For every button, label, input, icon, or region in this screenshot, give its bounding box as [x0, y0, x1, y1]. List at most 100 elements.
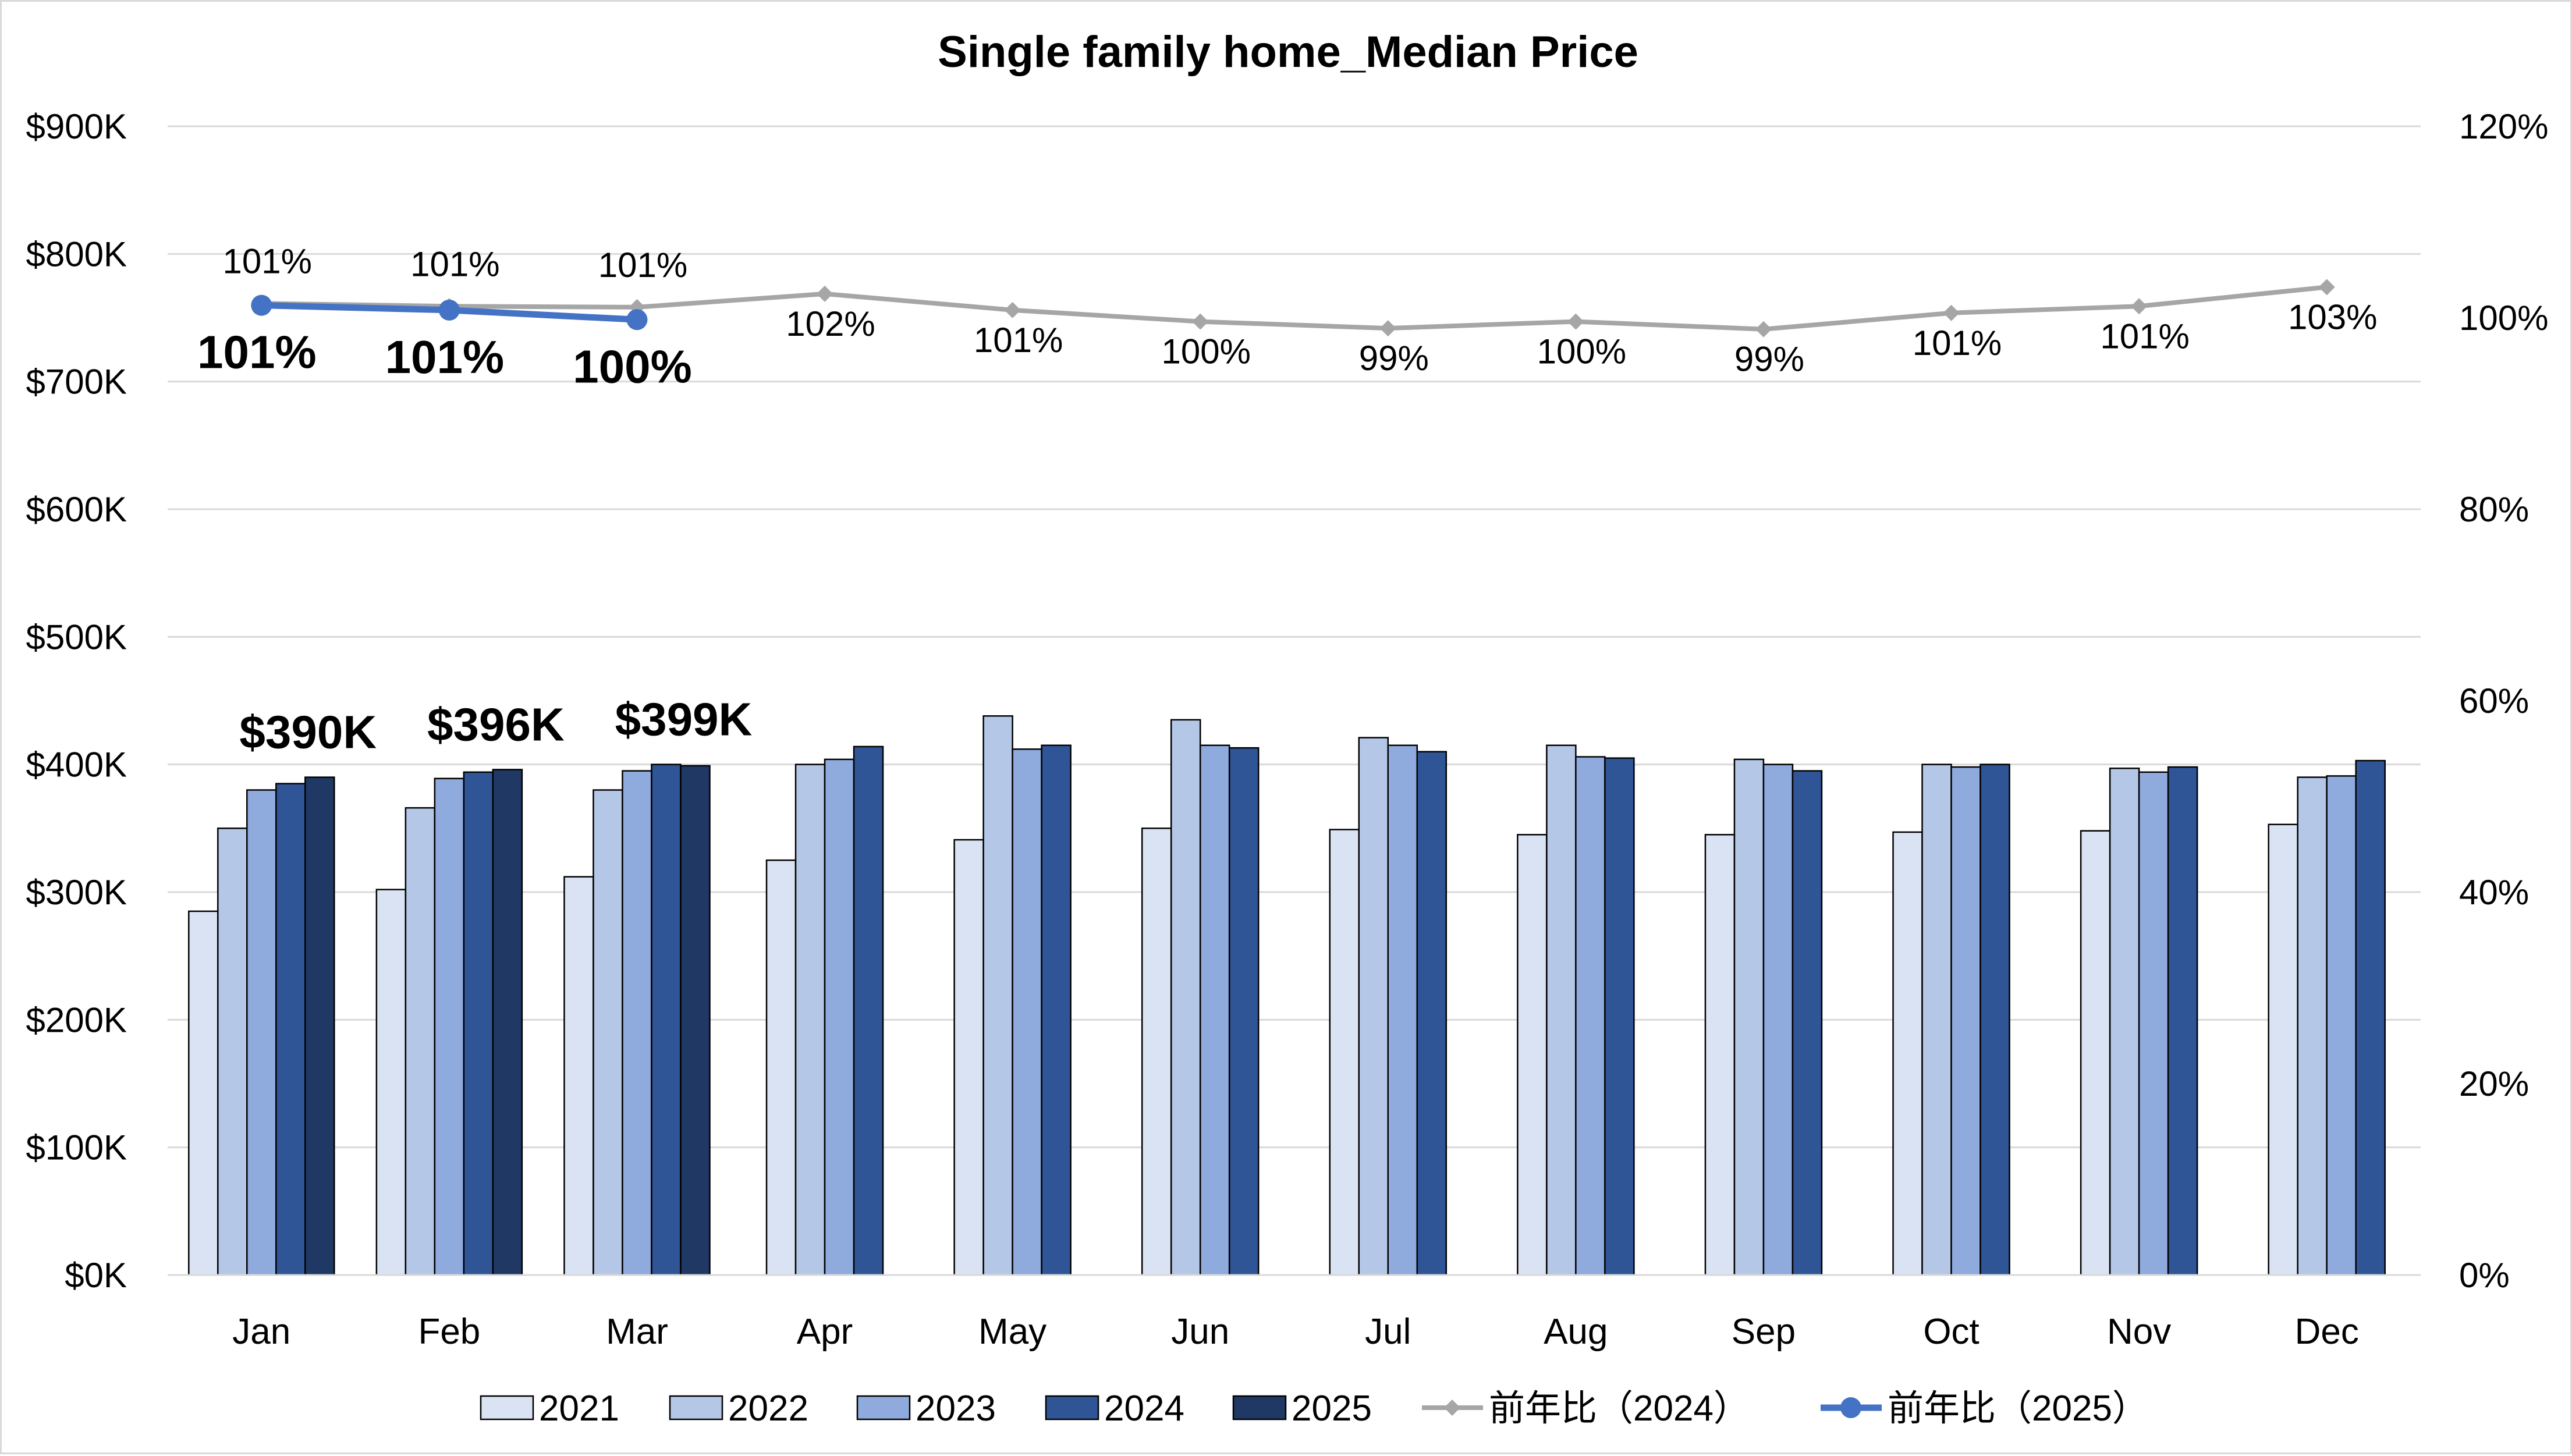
bar	[1358, 737, 1389, 1276]
bar	[2167, 766, 2198, 1276]
yoy-label: 101%	[974, 321, 1063, 360]
x-tick-label: Feb	[418, 1312, 480, 1352]
y2-tick-label: 0%	[2459, 1256, 2510, 1295]
legend-label: 2021	[539, 1388, 619, 1429]
yoy-label: 101%	[2100, 317, 2189, 356]
yoy-label: 99%	[1734, 340, 1804, 379]
line-marker	[1379, 320, 1396, 337]
line-marker	[251, 294, 272, 316]
y-tick-label: $800K	[26, 235, 127, 274]
bar	[2080, 830, 2111, 1276]
yoy-line	[261, 285, 2328, 332]
bar	[188, 910, 219, 1276]
bar	[1170, 719, 1201, 1276]
category-axis: Jan Feb Mar Apr May Jun Jul Aug Sep Oct Nov Dec	[232, 1312, 2359, 1352]
line-marker	[626, 309, 648, 331]
bar	[2109, 767, 2140, 1276]
data-labels: 101% 101% 101% 102% 101% 100% 99% 100% 99% 101% 10…	[197, 242, 2377, 758]
bar	[622, 770, 652, 1276]
bar	[824, 758, 855, 1276]
bar	[1575, 756, 1606, 1276]
x-tick-label: Sep	[1732, 1312, 1796, 1352]
bar	[275, 783, 306, 1276]
bar	[1921, 763, 1952, 1276]
legend-swatch	[1232, 1395, 1287, 1421]
y-tick-label: $700K	[26, 363, 127, 402]
line-marker	[1192, 313, 1209, 330]
yoy-label: 101%	[385, 331, 505, 383]
bar	[1762, 763, 1794, 1276]
line-marker	[438, 299, 460, 321]
bar	[375, 889, 407, 1276]
y-tick-label: $500K	[26, 617, 127, 656]
legend-swatch	[480, 1395, 534, 1421]
line-marker	[2131, 298, 2148, 315]
yoy-label: 101%	[197, 326, 317, 378]
legend-label: 2022	[728, 1388, 808, 1429]
bar	[593, 789, 623, 1276]
price-label: $399K	[615, 694, 753, 745]
line-marker	[817, 285, 833, 302]
bar	[1979, 763, 2010, 1276]
y2-tick-label: 60%	[2459, 681, 2529, 720]
bar	[1141, 828, 1172, 1276]
y-tick-label: $300K	[26, 873, 127, 912]
bar	[563, 876, 594, 1276]
bar	[492, 769, 523, 1276]
price-label: $390K	[239, 706, 377, 758]
yoy-label: 100%	[1161, 332, 1250, 371]
bar	[1604, 757, 1635, 1276]
bar	[680, 765, 711, 1276]
line-marker	[2318, 279, 2335, 296]
bar	[304, 776, 335, 1276]
line-marker	[1943, 304, 1960, 321]
chart-title: Single family home_Median Price	[938, 27, 1638, 77]
legend-label: 2024	[1104, 1388, 1184, 1429]
y2-tick-label: 40%	[2459, 873, 2529, 912]
bar	[1416, 751, 1448, 1276]
x-tick-label: Mar	[606, 1312, 668, 1352]
bar	[1041, 744, 1072, 1276]
bar	[2326, 775, 2357, 1276]
y2-tick-label: 100%	[2459, 299, 2548, 338]
x-tick-label: Jul	[1365, 1312, 1411, 1352]
legend-label: 2025	[1292, 1388, 1372, 1429]
y-tick-label: $200K	[26, 1000, 127, 1039]
y2-tick-label: 20%	[2459, 1064, 2529, 1103]
yoy-label: 101%	[1913, 324, 2002, 363]
x-tick-label: Dec	[2295, 1312, 2359, 1352]
bar	[2297, 776, 2328, 1276]
bar	[463, 771, 494, 1276]
right-axis: 0% 20% 40% 60% 80% 100% 120%	[2459, 107, 2548, 1295]
bar	[1387, 744, 1418, 1276]
yoy-label: 101%	[598, 246, 687, 285]
line-marker	[1567, 313, 1584, 330]
x-tick-label: May	[978, 1312, 1046, 1352]
y-tick-label: $900K	[26, 107, 127, 146]
legend-label: 前年比（2024）	[1489, 1388, 1750, 1429]
bar	[765, 859, 797, 1276]
legend-marker	[1444, 1400, 1460, 1416]
legend-swatch	[1045, 1395, 1099, 1421]
legend-marker	[1840, 1397, 1861, 1418]
yoy-label: 100%	[1537, 332, 1626, 371]
legend-label: 前年比（2025）	[1888, 1388, 2148, 1429]
bar	[651, 763, 682, 1276]
x-tick-label: Jun	[1171, 1312, 1229, 1352]
yoy-label: 100%	[573, 340, 692, 392]
bar	[1704, 834, 1736, 1276]
legend-swatch	[669, 1395, 723, 1421]
bar	[1228, 747, 1260, 1276]
legend-swatch	[856, 1395, 911, 1421]
bar	[794, 763, 826, 1276]
yoy-label: 101%	[223, 242, 312, 280]
bar	[1546, 744, 1577, 1276]
yoy-label: 102%	[786, 304, 875, 343]
legend: 2021 2022 2023 2024 2025 前年比（2024） 前年比（2025）	[480, 1388, 2148, 1429]
bar	[1329, 829, 1360, 1276]
yoy-label: 101%	[410, 244, 499, 283]
bar	[2268, 823, 2298, 1276]
left-axis: $0K $100K $200K $300K $400K $500K $600K $700K $8…	[26, 107, 127, 1295]
x-tick-label: Nov	[2107, 1312, 2171, 1352]
